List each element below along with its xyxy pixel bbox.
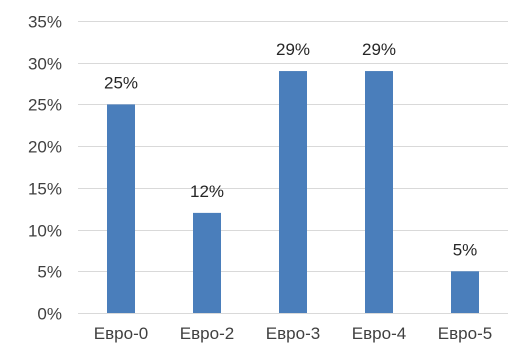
data-label: 12% — [190, 182, 224, 201]
y-tick-label: 20% — [28, 138, 62, 157]
data-labels: 25% 12% 29% 29% 5% — [104, 40, 477, 259]
y-tick-label: 30% — [28, 55, 62, 74]
data-label: 29% — [362, 40, 396, 59]
bar — [451, 271, 479, 313]
bar — [365, 71, 393, 313]
data-label: 25% — [104, 73, 138, 92]
y-tick-label: 35% — [28, 13, 62, 32]
y-tick-label: 10% — [28, 222, 62, 241]
y-tick-label: 15% — [28, 180, 62, 199]
bar — [193, 212, 221, 313]
x-axis-category-labels: Евро-0 Евро-2 Евро-3 Евро-4 Евро-5 — [94, 324, 492, 343]
x-category-label: Евро-0 — [94, 324, 148, 343]
data-label: 5% — [453, 240, 478, 259]
bars — [107, 71, 479, 313]
x-category-label: Евро-4 — [352, 324, 406, 343]
y-tick-label: 25% — [28, 96, 62, 115]
y-tick-label: 0% — [37, 305, 62, 324]
data-label: 29% — [276, 40, 310, 59]
x-category-label: Евро-5 — [438, 324, 492, 343]
x-category-label: Евро-3 — [266, 324, 320, 343]
x-category-label: Евро-2 — [180, 324, 234, 343]
bar — [107, 104, 135, 313]
y-axis-tick-labels: 0% 5% 10% 15% 20% 25% 30% 35% — [28, 13, 62, 324]
y-tick-label: 5% — [37, 263, 62, 282]
bar — [279, 71, 307, 313]
